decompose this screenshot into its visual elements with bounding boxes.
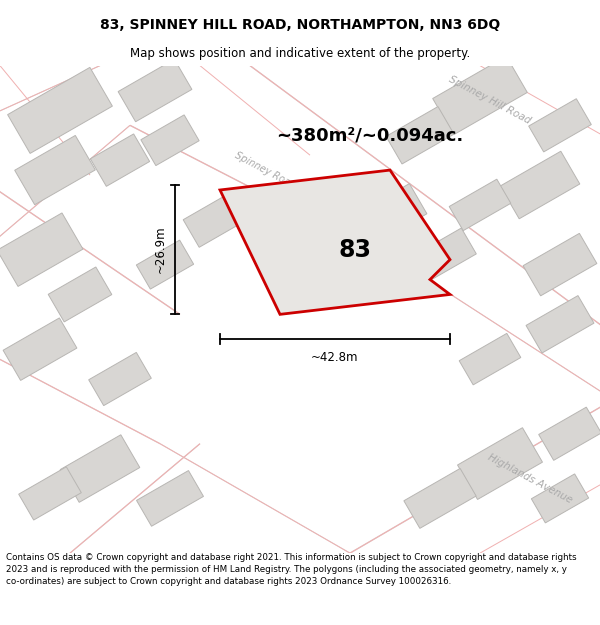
Polygon shape <box>220 170 450 314</box>
Text: Spinney Hill Road: Spinney Hill Road <box>448 74 533 126</box>
Polygon shape <box>60 435 140 502</box>
Text: Highlands Avenue: Highlands Avenue <box>486 452 574 505</box>
Polygon shape <box>0 213 83 286</box>
Polygon shape <box>523 233 597 296</box>
Polygon shape <box>3 318 77 381</box>
Text: 83, SPINNEY HILL ROAD, NORTHAMPTON, NN3 6DQ: 83, SPINNEY HILL ROAD, NORTHAMPTON, NN3 … <box>100 18 500 32</box>
Polygon shape <box>353 184 427 246</box>
Polygon shape <box>89 352 151 406</box>
Text: ~26.9m: ~26.9m <box>154 226 167 274</box>
Polygon shape <box>532 474 589 523</box>
Polygon shape <box>14 136 95 205</box>
Polygon shape <box>91 134 149 186</box>
Polygon shape <box>458 428 542 499</box>
Polygon shape <box>8 68 112 153</box>
Polygon shape <box>529 99 592 152</box>
Polygon shape <box>526 296 594 353</box>
Polygon shape <box>136 240 194 289</box>
Text: Spinney Road: Spinney Road <box>233 150 297 191</box>
Polygon shape <box>141 115 199 166</box>
Polygon shape <box>386 106 454 164</box>
Polygon shape <box>183 192 247 248</box>
Text: ~42.8m: ~42.8m <box>311 351 359 364</box>
Text: 83: 83 <box>338 238 371 262</box>
Text: Map shows position and indicative extent of the property.: Map shows position and indicative extent… <box>130 48 470 60</box>
Polygon shape <box>539 407 600 461</box>
Polygon shape <box>433 56 527 135</box>
Text: ~380m²/~0.094ac.: ~380m²/~0.094ac. <box>277 126 464 144</box>
Polygon shape <box>449 179 511 231</box>
Polygon shape <box>118 59 192 122</box>
Polygon shape <box>413 228 476 281</box>
Polygon shape <box>137 471 203 526</box>
Polygon shape <box>500 151 580 219</box>
Polygon shape <box>404 469 476 528</box>
Text: Contains OS data © Crown copyright and database right 2021. This information is : Contains OS data © Crown copyright and d… <box>6 553 577 586</box>
Polygon shape <box>19 467 82 520</box>
Polygon shape <box>459 333 521 385</box>
Polygon shape <box>48 267 112 322</box>
